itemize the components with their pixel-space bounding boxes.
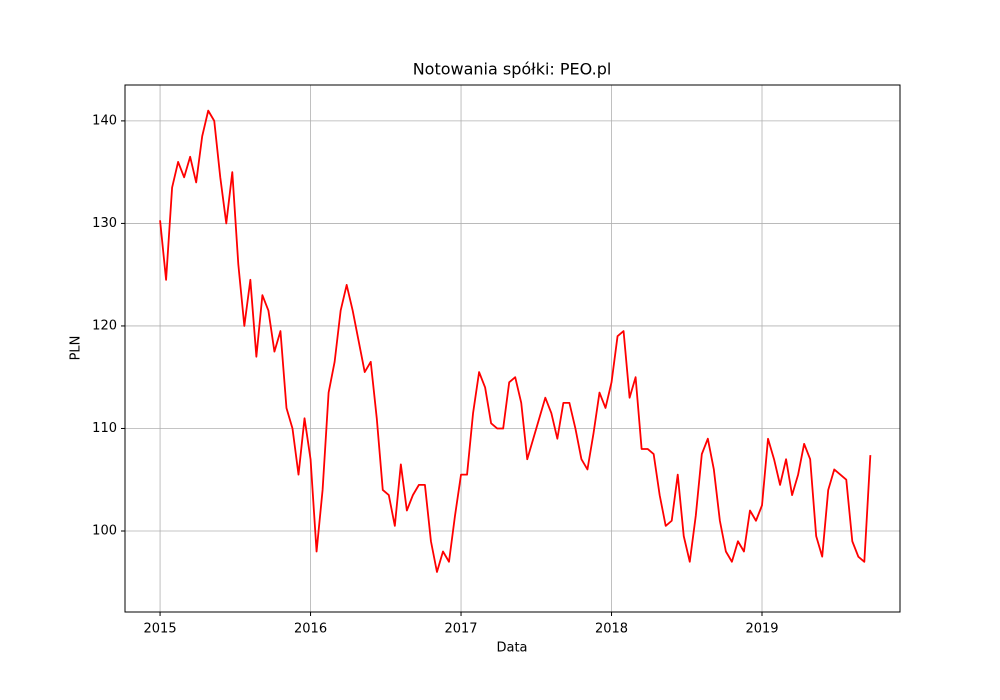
x-axis-label: Data (496, 641, 527, 656)
x-tick-label: 2017 (444, 622, 477, 637)
axes-frame (124, 84, 901, 613)
y-tick-label: 110 (92, 421, 117, 436)
y-tick-label: 140 (92, 113, 117, 128)
plot-area (159, 109, 872, 573)
chart-title: Notowania spółki: PEO.pl (413, 60, 612, 79)
y-tick-label: 100 (92, 524, 117, 539)
x-tick-label: 2018 (595, 622, 628, 637)
ticks: 2015 2016 2017 2018 2019 100 110 120 130 140 (92, 113, 778, 636)
grid (125, 85, 900, 612)
x-tick-label: 2019 (745, 622, 778, 637)
price-line (159, 109, 872, 573)
x-tick-label: 2015 (144, 622, 177, 637)
y-axis-label: PLN (69, 336, 84, 361)
y-tick-label: 120 (92, 318, 117, 333)
x-tick-label: 2016 (294, 622, 327, 637)
y-tick-label: 130 (92, 216, 117, 231)
